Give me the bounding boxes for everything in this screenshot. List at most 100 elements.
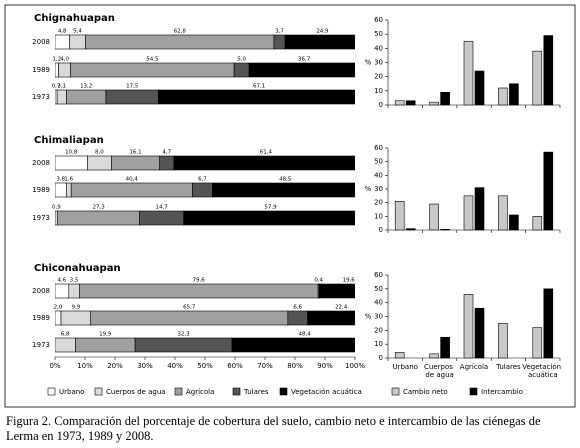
y-tick-label: 10 xyxy=(374,87,383,95)
bar xyxy=(532,327,543,359)
bar-segment xyxy=(70,62,235,78)
value-label: 67,1 xyxy=(253,84,265,90)
value-label: 17,5 xyxy=(126,84,139,90)
bar xyxy=(498,87,508,106)
y-tick-label: 20 xyxy=(374,73,383,81)
bar-segment xyxy=(139,210,185,226)
bar-segment xyxy=(55,337,76,353)
bar-segment xyxy=(66,182,72,198)
bar xyxy=(463,195,474,231)
y-tick-label: 30 xyxy=(374,313,383,321)
frame xyxy=(4,4,576,408)
x-tick-label: 90% xyxy=(317,362,333,370)
bar xyxy=(532,216,543,231)
bar-segment xyxy=(233,62,250,78)
bar-segment xyxy=(307,310,355,326)
value-label: 0,9 xyxy=(52,205,61,211)
legend-label: Urbano xyxy=(59,388,84,396)
bar-segment xyxy=(287,310,308,326)
value-label: 54,5 xyxy=(146,57,159,63)
bar xyxy=(463,294,474,359)
value-label: 13,2 xyxy=(80,84,92,90)
bars xyxy=(55,155,355,226)
bar-segment xyxy=(231,337,355,353)
bar xyxy=(440,229,450,231)
bar xyxy=(429,353,439,359)
bar-segment xyxy=(55,89,58,105)
value-label: 4,6 xyxy=(58,278,67,284)
y-tick-label: 40 xyxy=(374,171,383,179)
bar-segment xyxy=(90,310,289,326)
bar-segment xyxy=(105,89,159,105)
legend-label: Agrícola xyxy=(186,388,214,396)
value-label: 62,8 xyxy=(174,29,187,35)
value-label: 48,5 xyxy=(279,177,292,183)
bar xyxy=(405,100,416,106)
x-tick-label: Agrícola xyxy=(460,363,488,371)
value-label: 3,7 xyxy=(275,29,284,35)
bar-segment xyxy=(55,310,62,326)
bar-segment xyxy=(55,155,88,171)
value-label: 4,7 xyxy=(162,150,171,156)
value-label: 6,7 xyxy=(198,177,207,183)
value-label: 27,3 xyxy=(93,205,106,211)
y-axis-label: % xyxy=(365,185,372,193)
y-tick-label: 60 xyxy=(374,271,383,279)
bar xyxy=(429,101,439,106)
value-label: 14,7 xyxy=(156,205,169,211)
x-tick-label: 30% xyxy=(137,362,153,370)
bars xyxy=(55,283,355,353)
bar xyxy=(543,288,554,359)
value-label: 10,8 xyxy=(65,150,78,156)
value-label: 32,3 xyxy=(177,332,190,338)
y-tick-label: 1989 xyxy=(32,314,50,322)
bar xyxy=(474,70,485,106)
value-label: 2,0 xyxy=(54,305,63,311)
bar xyxy=(394,352,405,359)
x-tick-label: Cuerpos de agua xyxy=(424,363,455,379)
legend-label: Cambio neto xyxy=(403,388,448,396)
bar-segment xyxy=(85,34,275,50)
y-tick-label: 10 xyxy=(374,212,383,220)
bar xyxy=(509,83,519,106)
value-label: 5,0 xyxy=(237,57,246,63)
y-tick-label: 1989 xyxy=(32,186,50,194)
x-tick-label: 50% xyxy=(197,362,213,370)
value-label: 6,6 xyxy=(293,305,302,311)
y-tick-label: 60 xyxy=(374,144,383,152)
value-label: 22,4 xyxy=(335,305,348,311)
legend-label: Vegetación acuática xyxy=(291,388,362,396)
bar-segment xyxy=(55,34,70,50)
bar-segment xyxy=(55,182,67,198)
value-label: 79,6 xyxy=(193,278,206,284)
bar xyxy=(394,100,405,106)
legend-swatch xyxy=(174,387,183,396)
y-tick-label: 50 xyxy=(374,285,383,293)
value-label: 9,9 xyxy=(71,305,80,311)
x-tick-label: 100% xyxy=(345,362,365,370)
x-tick-label: 40% xyxy=(167,362,183,370)
bar xyxy=(394,201,405,231)
bar-segment xyxy=(57,210,140,226)
bar-segment xyxy=(56,89,67,105)
value-label: 0,4 xyxy=(314,278,323,284)
x-tick-label: Tulares xyxy=(495,363,521,371)
bar xyxy=(532,50,543,106)
y-tick-label: 2008 xyxy=(32,287,50,295)
y-axis-label: % xyxy=(365,313,372,321)
y-tick-label: 0 xyxy=(379,226,383,234)
y-tick-label: 50 xyxy=(374,158,383,166)
bar-segment xyxy=(55,210,59,226)
bar-segment xyxy=(159,155,175,171)
x-tick-label: Urbano xyxy=(392,363,417,371)
y-tick-label: 30 xyxy=(374,185,383,193)
value-label: 48,4 xyxy=(298,332,311,338)
y-tick-label: 1973 xyxy=(32,214,50,222)
value-label: 19,6 xyxy=(343,278,356,284)
value-label: 40,4 xyxy=(126,177,139,183)
value-label: 4,8 xyxy=(58,29,67,35)
y-tick-label: 0 xyxy=(379,101,383,109)
value-label: 8,0 xyxy=(95,150,104,156)
